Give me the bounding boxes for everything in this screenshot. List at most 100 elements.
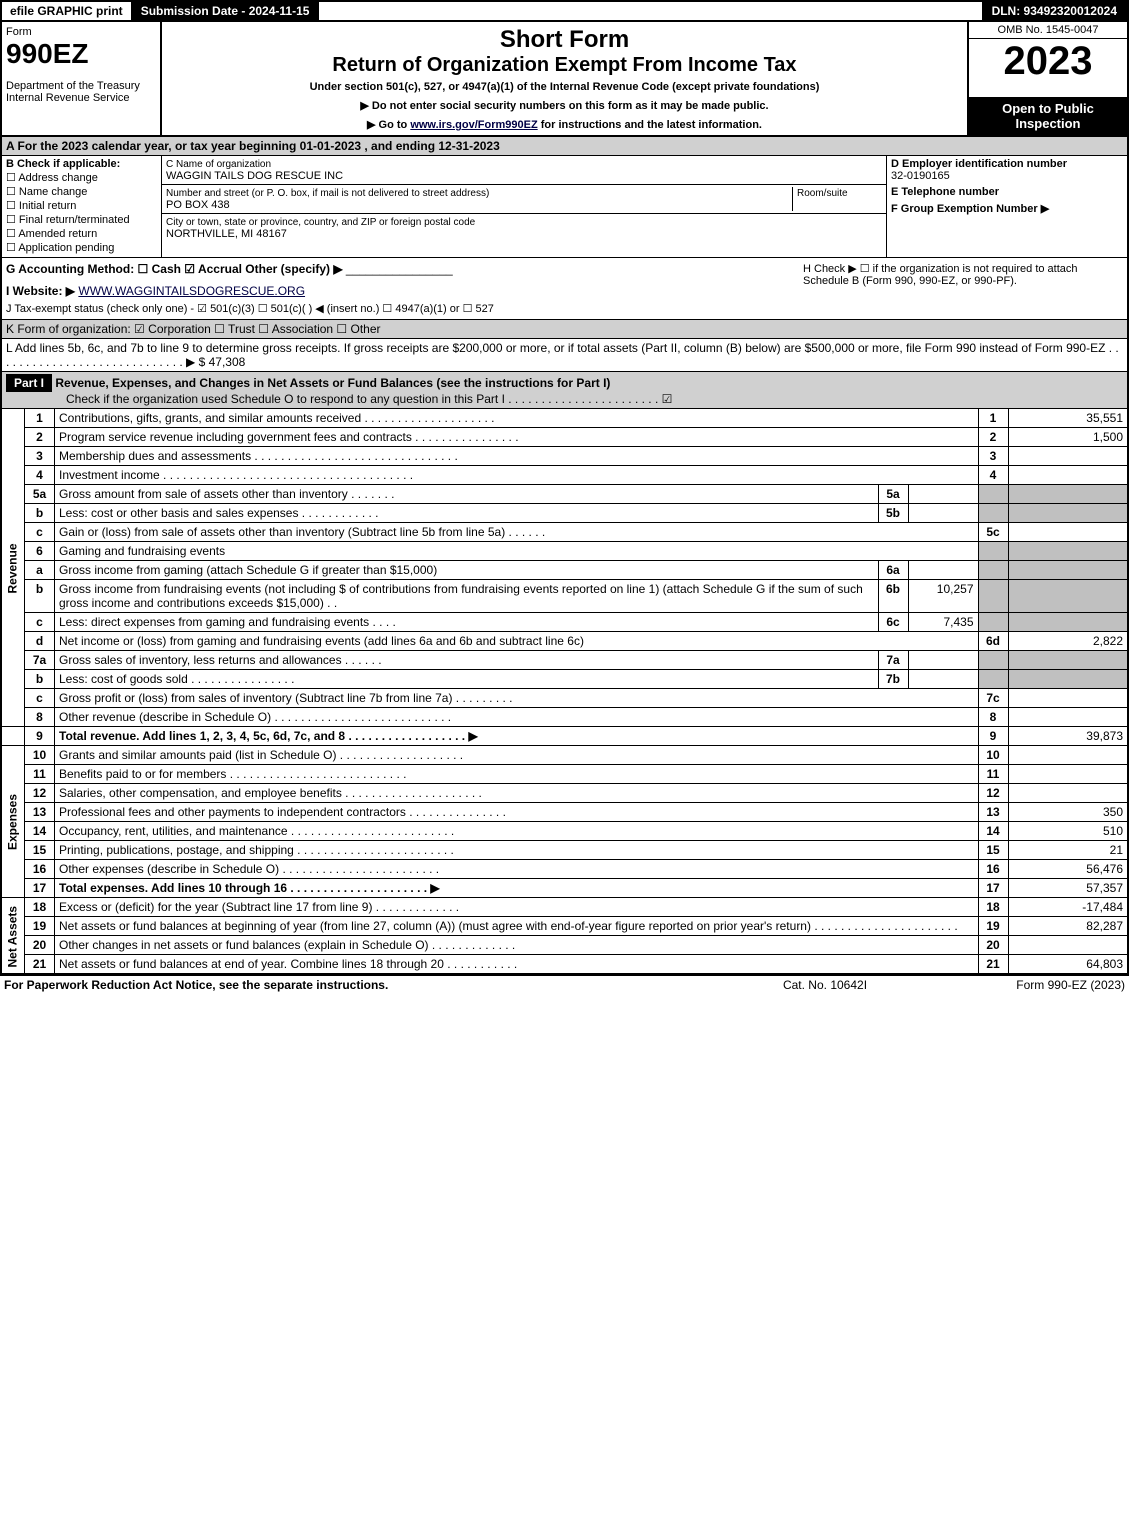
chk-final-label: Final return/terminated bbox=[19, 214, 130, 226]
dln-label: DLN: 93492320012024 bbox=[982, 2, 1127, 20]
l6c-grey bbox=[978, 613, 1008, 632]
l5c-val bbox=[1008, 523, 1128, 542]
l7a-sub: 7a bbox=[878, 651, 908, 670]
l7c-num: c bbox=[25, 689, 55, 708]
l6a-greyval bbox=[1008, 561, 1128, 580]
group-label: F Group Exemption Number ▶ bbox=[891, 203, 1049, 215]
chk-address-change[interactable]: ☐ Address change bbox=[6, 171, 157, 184]
l12-desc: Salaries, other compensation, and employ… bbox=[55, 784, 979, 803]
l5a-sub: 5a bbox=[878, 485, 908, 504]
chk-amended-return[interactable]: ☐ Amended return bbox=[6, 227, 157, 240]
l9-ln: 9 bbox=[978, 727, 1008, 746]
l4-desc: Investment income . . . . . . . . . . . … bbox=[55, 466, 979, 485]
l7a-grey bbox=[978, 651, 1008, 670]
l3-num: 3 bbox=[25, 447, 55, 466]
part1-header-row: Part I Revenue, Expenses, and Changes in… bbox=[0, 372, 1129, 409]
l12-ln: 12 bbox=[978, 784, 1008, 803]
l14-num: 14 bbox=[25, 822, 55, 841]
chk-name-change[interactable]: ☐ Name change bbox=[6, 185, 157, 198]
l13-num: 13 bbox=[25, 803, 55, 822]
col-b-title: B Check if applicable: bbox=[6, 158, 120, 170]
top-bar: efile GRAPHIC print Submission Date - 20… bbox=[0, 0, 1129, 22]
l7a-subval bbox=[908, 651, 978, 670]
header-left: Form 990EZ Department of the Treasury In… bbox=[2, 22, 162, 135]
accounting-method: G Accounting Method: ☐ Cash ☑ Accrual Ot… bbox=[6, 262, 803, 315]
l14-val: 510 bbox=[1008, 822, 1128, 841]
website-link[interactable]: WWW.WAGGINTAILSDOGRESCUE.ORG bbox=[78, 284, 305, 298]
instruction-link: ▶ Go to www.irs.gov/Form990EZ for instru… bbox=[170, 118, 959, 131]
street-value: PO BOX 438 bbox=[166, 199, 230, 211]
l11-desc: Benefits paid to or for members . . . . … bbox=[55, 765, 979, 784]
header-right: OMB No. 1545-0047 2023 Open to Public In… bbox=[967, 22, 1127, 135]
page-footer: For Paperwork Reduction Act Notice, see … bbox=[0, 975, 1129, 994]
l2-val: 1,500 bbox=[1008, 428, 1128, 447]
row-g-accounting: G Accounting Method: ☐ Cash ☑ Accrual Ot… bbox=[0, 258, 1129, 320]
form-header: Form 990EZ Department of the Treasury In… bbox=[0, 22, 1129, 137]
l2-ln: 2 bbox=[978, 428, 1008, 447]
l20-num: 20 bbox=[25, 936, 55, 955]
l5a-desc: Gross amount from sale of assets other t… bbox=[55, 485, 879, 504]
l12-num: 12 bbox=[25, 784, 55, 803]
l17-num: 17 bbox=[25, 879, 55, 898]
chk-application-pending[interactable]: ☐ Application pending bbox=[6, 241, 157, 254]
part1-check-text: Check if the organization used Schedule … bbox=[66, 392, 672, 406]
tel-block: E Telephone number bbox=[891, 186, 1123, 198]
chk-initial-return[interactable]: ☐ Initial return bbox=[6, 199, 157, 212]
org-name: WAGGIN TAILS DOG RESCUE INC bbox=[166, 170, 343, 182]
l4-val bbox=[1008, 466, 1128, 485]
l6a-desc: Gross income from gaming (attach Schedul… bbox=[55, 561, 879, 580]
l4-ln: 4 bbox=[978, 466, 1008, 485]
l6c-num: c bbox=[25, 613, 55, 632]
l17-val: 57,357 bbox=[1008, 879, 1128, 898]
l13-desc: Professional fees and other payments to … bbox=[55, 803, 979, 822]
ein-label: D Employer identification number bbox=[891, 158, 1067, 170]
l6d-ln: 6d bbox=[978, 632, 1008, 651]
l3-ln: 3 bbox=[978, 447, 1008, 466]
l16-ln: 16 bbox=[978, 860, 1008, 879]
l5b-num: b bbox=[25, 504, 55, 523]
footer-paperwork: For Paperwork Reduction Act Notice, see … bbox=[4, 978, 725, 992]
l1-ln: 1 bbox=[978, 409, 1008, 428]
l6c-desc: Less: direct expenses from gaming and fu… bbox=[55, 613, 879, 632]
vlabel-expenses: Expenses bbox=[1, 746, 25, 898]
form-label: Form bbox=[6, 26, 156, 38]
l6a-subval bbox=[908, 561, 978, 580]
l6a-num: a bbox=[25, 561, 55, 580]
l6c-sub: 6c bbox=[878, 613, 908, 632]
l2-desc: Program service revenue including govern… bbox=[55, 428, 979, 447]
l7b-greyval bbox=[1008, 670, 1128, 689]
col-b-checkboxes: B Check if applicable: ☐ Address change … bbox=[2, 156, 162, 257]
cell-city: City or town, state or province, country… bbox=[162, 214, 886, 242]
l6b-num: b bbox=[25, 580, 55, 613]
l4-num: 4 bbox=[25, 466, 55, 485]
l5c-desc: Gain or (loss) from sale of assets other… bbox=[55, 523, 979, 542]
l3-desc: Membership dues and assessments . . . . … bbox=[55, 447, 979, 466]
irs-link[interactable]: www.irs.gov/Form990EZ bbox=[410, 119, 537, 131]
ein-value: 32-0190165 bbox=[891, 170, 950, 182]
l7c-desc: Gross profit or (loss) from sales of inv… bbox=[55, 689, 979, 708]
l5a-greyval bbox=[1008, 485, 1128, 504]
l19-val: 82,287 bbox=[1008, 917, 1128, 936]
l18-ln: 18 bbox=[978, 898, 1008, 917]
submission-date: Submission Date - 2024-11-15 bbox=[131, 2, 320, 20]
l1-val: 35,551 bbox=[1008, 409, 1128, 428]
efile-print-label[interactable]: efile GRAPHIC print bbox=[2, 2, 131, 20]
room-label: Room/suite bbox=[797, 188, 848, 199]
row-l-gross-receipts: L Add lines 5b, 6c, and 7b to line 9 to … bbox=[0, 339, 1129, 372]
l9-desc: Total revenue. Add lines 1, 2, 3, 4, 5c,… bbox=[55, 727, 979, 746]
header-center: Short Form Return of Organization Exempt… bbox=[162, 22, 967, 135]
l15-ln: 15 bbox=[978, 841, 1008, 860]
chk-final-return[interactable]: ☐ Final return/terminated bbox=[6, 213, 157, 226]
l21-ln: 21 bbox=[978, 955, 1008, 975]
l16-val: 56,476 bbox=[1008, 860, 1128, 879]
l8-val bbox=[1008, 708, 1128, 727]
l11-num: 11 bbox=[25, 765, 55, 784]
instr2-prefix: ▶ Go to bbox=[367, 119, 410, 131]
l5b-sub: 5b bbox=[878, 504, 908, 523]
l17-ln: 17 bbox=[978, 879, 1008, 898]
l7b-grey bbox=[978, 670, 1008, 689]
l6b-desc: Gross income from fundraising events (no… bbox=[55, 580, 879, 613]
l7b-sub: 7b bbox=[878, 670, 908, 689]
l6c-subval: 7,435 bbox=[908, 613, 978, 632]
chk-app-label: Application pending bbox=[18, 242, 114, 254]
